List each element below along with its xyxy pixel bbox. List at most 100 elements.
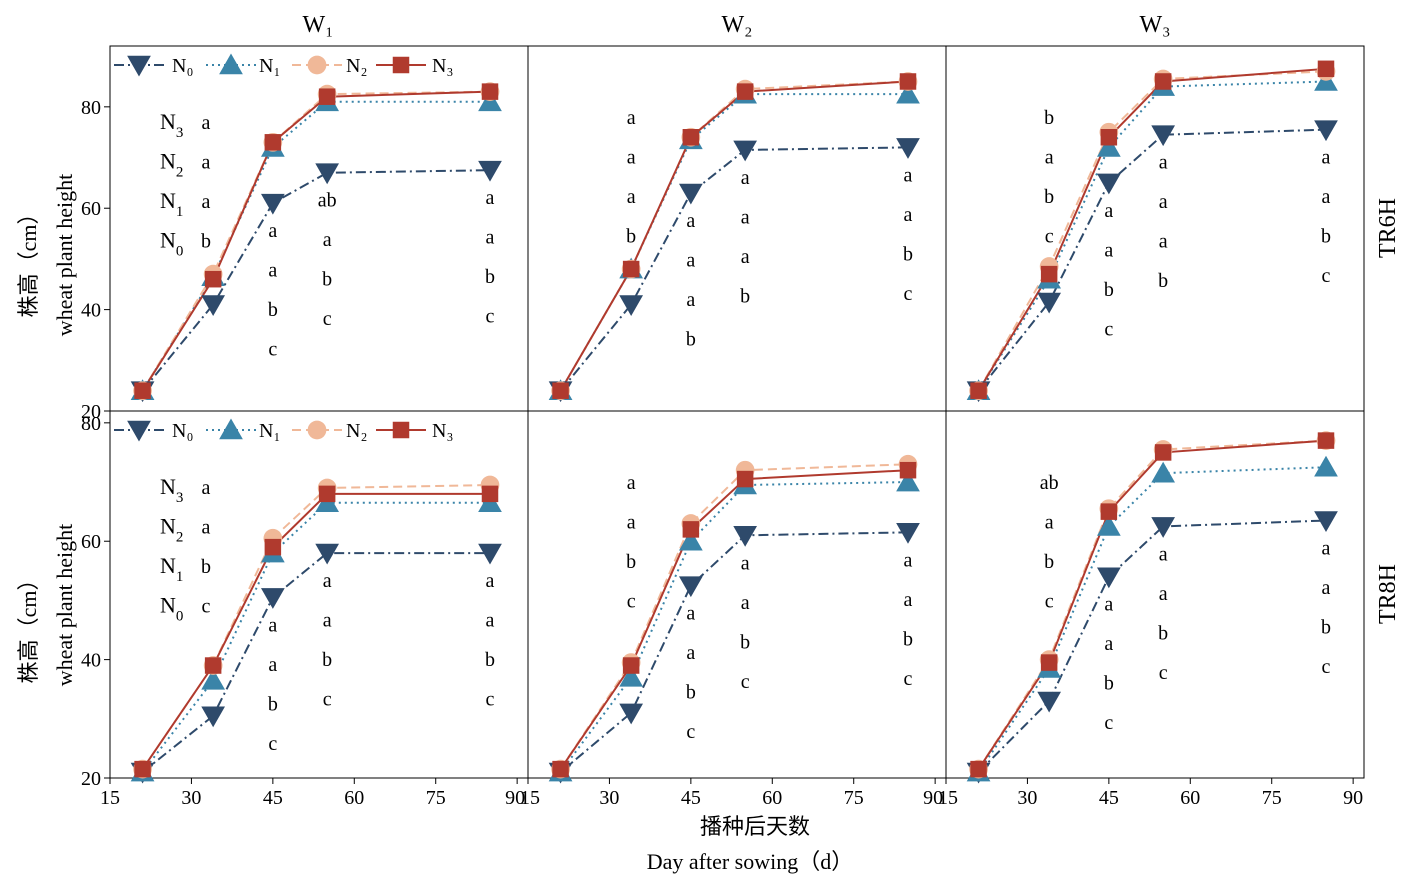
- significance-letter: b: [686, 682, 696, 704]
- x-tick-label: 45: [681, 787, 701, 809]
- significance-letter: a: [323, 229, 332, 251]
- point-n1: [1096, 514, 1121, 536]
- y-axis-title-en-bottom: wheat plant height: [52, 524, 77, 687]
- significance-letter: a: [486, 227, 495, 249]
- significance-letter: a: [627, 147, 636, 169]
- point-n3: [1040, 265, 1058, 283]
- panel-frame: [945, 45, 1365, 412]
- significance-letter: a: [904, 589, 913, 611]
- x-tick-label: 90: [505, 787, 525, 809]
- significance-letter: c: [1159, 662, 1168, 684]
- significance-letter: a: [1104, 239, 1113, 261]
- point-n3: [899, 73, 917, 90]
- x-tick-label: 30: [599, 787, 619, 809]
- significance-letter: c: [1322, 656, 1331, 678]
- point-n0: [1037, 691, 1062, 713]
- significance-letter: b: [1158, 622, 1168, 644]
- point-n3: [134, 760, 151, 778]
- significance-letter: a: [1104, 633, 1113, 655]
- significance-letter: b: [485, 266, 495, 288]
- significance-letter: c: [1104, 712, 1113, 734]
- legend-label-n3: N₃: [432, 55, 453, 77]
- y-tick-label: 20: [81, 401, 101, 423]
- x-tick-label: 15: [938, 787, 958, 809]
- series-line-n3: [141, 90, 491, 392]
- significance-letter: b: [740, 631, 750, 653]
- point-n0: [260, 193, 285, 215]
- significance-letter: b: [1321, 226, 1331, 248]
- significance-letter: ab: [318, 190, 337, 212]
- legend-label-n2: N₂: [346, 55, 367, 77]
- significance-letter: a: [268, 260, 277, 282]
- significance-letter: c: [1045, 591, 1054, 613]
- point-n0: [619, 295, 644, 316]
- significance-letter: a: [1159, 231, 1168, 253]
- x-tick-label: 60: [344, 787, 364, 809]
- series-line-n1: [141, 100, 490, 392]
- point-n1: [1314, 455, 1338, 477]
- point-n3: [1154, 73, 1172, 90]
- series-line-n0: [559, 146, 909, 392]
- significance-letter: a: [904, 204, 913, 226]
- point-n3: [736, 470, 754, 488]
- point-n3: [318, 485, 336, 503]
- significance-letter: a: [904, 549, 913, 571]
- significance-letter: a: [1045, 147, 1054, 169]
- n-significance-letter: a: [202, 477, 211, 499]
- n-label-3: N3: [160, 474, 183, 506]
- point-n3: [1317, 432, 1335, 449]
- point-n3: [899, 461, 917, 479]
- legend-marker-n2: [307, 55, 327, 75]
- point-n3: [1100, 503, 1118, 520]
- series-line-n3: [141, 492, 490, 770]
- n-significance-letter: a: [202, 112, 211, 134]
- point-n0: [1096, 173, 1121, 195]
- point-n0: [678, 576, 703, 598]
- significance-letter: a: [268, 614, 277, 636]
- legend-label-n1: N₁: [259, 420, 280, 442]
- point-n0: [315, 163, 340, 185]
- point-n1: [678, 529, 703, 551]
- point-n3: [481, 485, 499, 503]
- series-line-n2: [977, 70, 1327, 392]
- point-n3: [264, 538, 282, 556]
- x-axis-title-en: Day after sowing（d）: [647, 849, 854, 874]
- n-label-3: N3: [160, 109, 183, 141]
- significance-letter: a: [1159, 191, 1168, 213]
- series-line-n2: [559, 463, 909, 770]
- series-line-n1: [559, 93, 908, 392]
- significance-letter: c: [904, 668, 913, 690]
- n-label-1: N1: [160, 553, 183, 585]
- n-label-1: N1: [160, 188, 183, 220]
- legend-label-n2: N₂: [346, 420, 367, 442]
- point-n3: [736, 83, 754, 100]
- point-n1: [896, 82, 920, 104]
- x-tick-label: 15: [100, 787, 120, 809]
- series-line-n1: [141, 501, 490, 773]
- significance-letter: a: [627, 107, 636, 129]
- significance-letter: b: [903, 628, 913, 650]
- legend-marker-n3: [392, 421, 410, 439]
- significance-letter: a: [1104, 200, 1113, 222]
- x-tick-label: 75: [844, 787, 864, 809]
- y-axis-title-cn-top: 株高（cm）: [16, 203, 41, 318]
- point-n0: [1096, 567, 1121, 589]
- significance-letter: b: [1044, 551, 1054, 573]
- y-tick-label: 60: [81, 198, 101, 220]
- x-tick-label: 45: [1099, 787, 1119, 809]
- x-tick-label: 90: [923, 787, 943, 809]
- significance-letter: a: [686, 642, 695, 664]
- panel-frame: [945, 410, 1365, 779]
- series-line-n2: [977, 439, 1327, 770]
- significance-letter: c: [486, 306, 495, 328]
- n-significance-letter: a: [202, 191, 211, 213]
- series-line-n3: [977, 439, 1327, 770]
- point-n0: [896, 138, 920, 159]
- point-n3: [552, 760, 569, 778]
- significance-letter: c: [268, 733, 277, 755]
- n-significance-letter: a: [202, 152, 211, 174]
- significance-letter: b: [1104, 279, 1114, 301]
